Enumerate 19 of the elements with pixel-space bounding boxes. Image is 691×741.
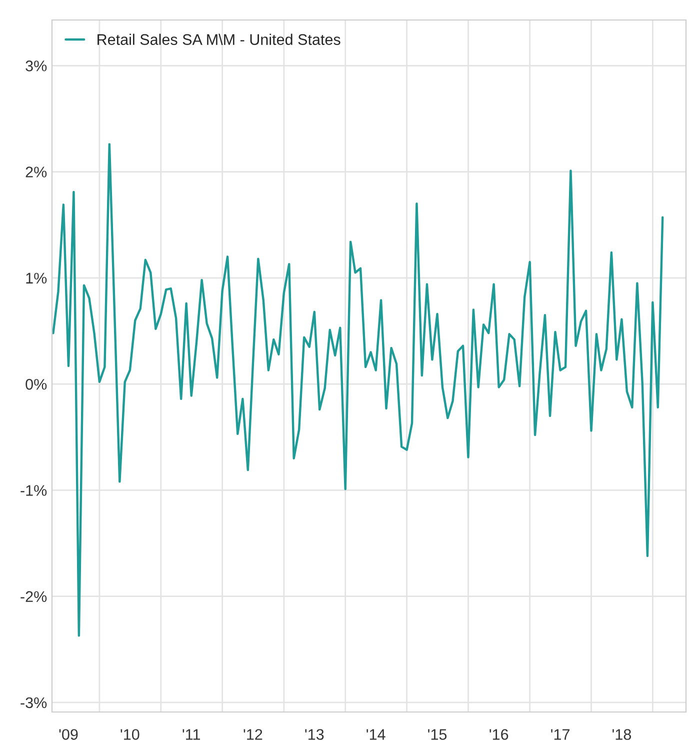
x-tick-label: '09 (59, 729, 78, 740)
legend-label: Retail Sales SA M\M - United States (98, 34, 340, 45)
x-tick-label: '15 (428, 729, 447, 740)
x-tick-label: '13 (305, 729, 324, 740)
y-tick-label: 3% (26, 60, 47, 72)
y-tick-label: -3% (20, 697, 47, 708)
y-tick-label: 0% (26, 378, 47, 390)
y-tick-label: -1% (20, 485, 47, 496)
x-tick-label: '10 (120, 729, 140, 740)
line-series (52, 143, 664, 637)
y-tick-label: 2% (26, 166, 47, 178)
x-tick-label: '16 (490, 729, 508, 740)
x-tick-label: '11 (182, 729, 200, 740)
x-tick-label: '12 (244, 729, 262, 740)
x-tick-label: '18 (612, 729, 631, 740)
y-tick-label: -2% (20, 591, 47, 602)
x-tick-label: '14 (366, 729, 386, 740)
y-tick-label: 1% (26, 272, 47, 284)
x-tick-label: '17 (551, 729, 570, 740)
